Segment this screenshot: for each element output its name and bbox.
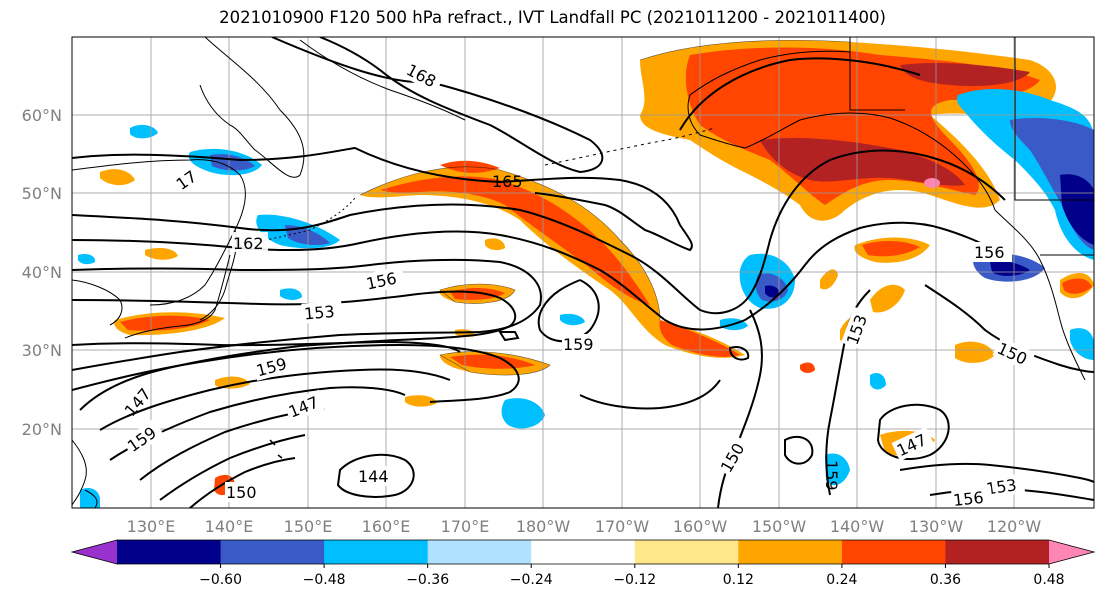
contour-label: 162	[233, 234, 264, 253]
colorbar-tick-label: −0.48	[303, 572, 346, 588]
colorbar-tick-label: 0.12	[723, 572, 754, 588]
lon-label: 160°E	[362, 517, 411, 536]
contour-label: 144	[358, 467, 389, 486]
colorbar-tick-label: 0.48	[1033, 572, 1064, 588]
lon-label: 120°W	[987, 517, 1042, 536]
lon-label: 150°E	[284, 517, 333, 536]
contour-label: 159	[822, 460, 841, 491]
colorbar: −0.60 −0.48 −0.36 −0.24 −0.12 0.12 0.24 0.36 0.4…	[70, 539, 1096, 588]
contour-label: 159	[563, 335, 594, 354]
lat-label: 40°N	[22, 263, 62, 282]
lon-label: 130°W	[909, 517, 964, 536]
lat-label: 60°N	[22, 106, 62, 125]
latitude-labels: 60°N 50°N 40°N 30°N 20°N	[22, 106, 62, 439]
map-title: 2021010900 F120 500 hPa refract., IVT La…	[219, 8, 886, 27]
colorbar-segment	[531, 540, 636, 564]
colorbar-segment	[841, 540, 946, 564]
lat-label: 20°N	[22, 420, 62, 439]
colorbar-extend-right	[1049, 540, 1094, 564]
colorbar-segment	[324, 540, 429, 564]
lon-label: 170°E	[441, 517, 490, 536]
colorbar-tick-label: −0.12	[613, 572, 656, 588]
contour-label: 165	[492, 172, 523, 191]
colorbar-segment	[738, 540, 843, 564]
lat-label: 30°N	[22, 341, 62, 360]
lon-label: 150°W	[752, 517, 807, 536]
colorbar-segment	[220, 540, 325, 564]
contour-label: 153	[985, 475, 1018, 498]
lon-label: 140°E	[205, 517, 254, 536]
colorbar-segment	[634, 540, 739, 564]
lon-label: 180°W	[516, 517, 571, 536]
colorbar-segments	[117, 540, 1050, 564]
colorbar-tick-label: 0.36	[930, 572, 961, 588]
colorbar-extend-left	[72, 540, 117, 564]
lon-label: 160°W	[673, 517, 728, 536]
lon-label: 140°W	[830, 517, 885, 536]
colorbar-ticks: −0.60 −0.48 −0.36 −0.24 −0.12 0.12 0.24 0.36 0.4…	[199, 564, 1065, 588]
contour-label: 156	[974, 243, 1005, 262]
colorbar-tick-label: −0.60	[199, 572, 242, 588]
map-frame	[71, 36, 1095, 509]
lat-label: 50°N	[22, 184, 62, 203]
colorbar-tick-label: −0.24	[510, 572, 553, 588]
colorbar-tick-label: 0.24	[826, 572, 857, 588]
shade-outlines	[359, 40, 851, 376]
contour-label: 150	[226, 483, 257, 502]
contour-label: 156	[952, 488, 984, 510]
colorbar-segment	[945, 540, 1050, 564]
lon-label: 130°E	[127, 517, 176, 536]
coastlines	[72, 37, 1094, 508]
longitude-labels: 130°E 140°E 150°E 160°E 170°E 180°W 170°…	[127, 517, 1042, 536]
colorbar-tick-label: −0.36	[406, 572, 449, 588]
colorbar-segment	[117, 540, 222, 564]
lon-label: 170°W	[595, 517, 650, 536]
colorbar-segment	[427, 540, 532, 564]
contour-label: 153	[303, 302, 335, 324]
